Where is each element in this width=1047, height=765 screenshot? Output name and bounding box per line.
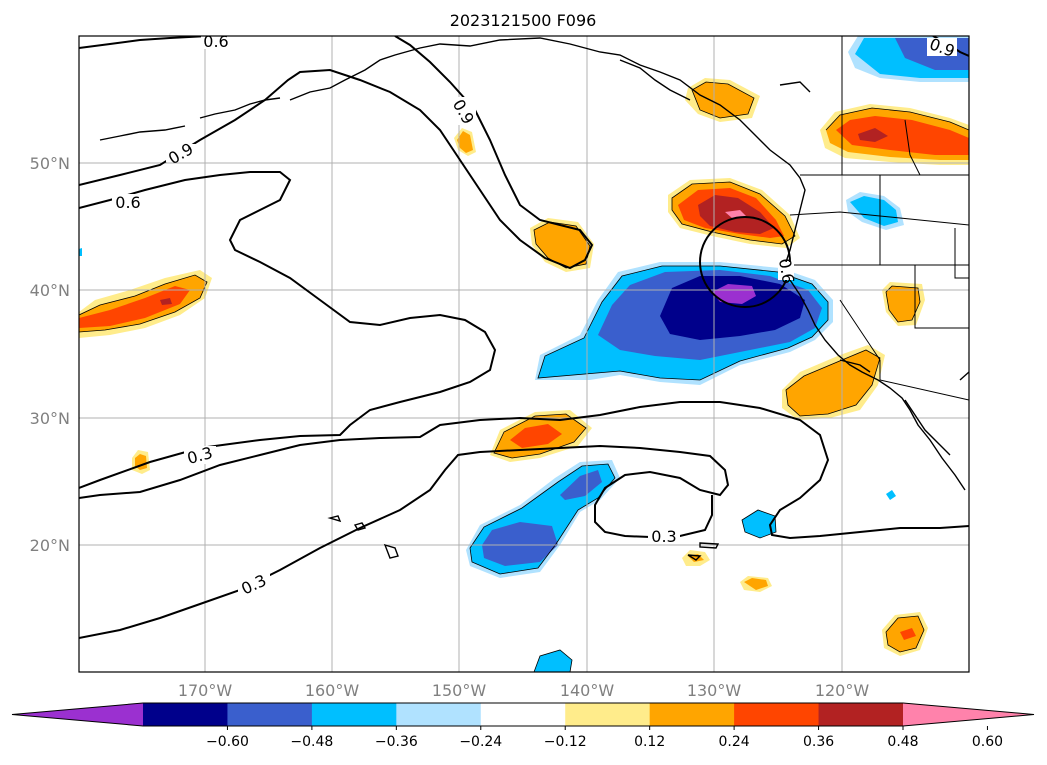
colorbar-tick-label: −0.24	[459, 734, 502, 750]
contour-labels: 0.6 0.9 0.6 0.9 0.9 0.3 0.3 0.3 0.6	[112, 32, 957, 599]
contour-label: 0.3	[651, 527, 676, 546]
political-borders	[789, 36, 969, 401]
colorbar-tick-label: 0.12	[634, 734, 665, 750]
colorbar-extend-high	[903, 703, 1034, 726]
colorbar-tick-label: −0.12	[544, 734, 587, 750]
map-frame	[78, 35, 970, 673]
colorbar-segment	[734, 703, 820, 726]
coastlines	[99, 37, 969, 561]
colorbar-segment	[565, 703, 651, 726]
colorbar-tick-label: 0.60	[972, 734, 1003, 750]
colorbar-tick-label: −0.48	[290, 734, 333, 750]
colorbar-tick-label: −0.60	[206, 734, 249, 750]
contour-label: 0.6	[203, 32, 228, 51]
colorbar-extend-low	[12, 703, 143, 726]
positive-anomaly-shading	[79, 78, 969, 656]
figure-title: 2023121500 F096	[450, 11, 597, 30]
lon-label: 170°W	[178, 681, 233, 700]
colorbar-outline	[11, 702, 1035, 727]
lon-label: 160°W	[305, 681, 360, 700]
colorbar-segment	[311, 703, 397, 726]
contour-label: 0.6	[115, 193, 140, 212]
lat-label: 30°N	[30, 409, 70, 428]
lon-label: 140°W	[560, 681, 615, 700]
lat-label: 20°N	[30, 536, 70, 555]
colorbar-tick-label: −0.36	[375, 734, 418, 750]
contour-label: 0.6	[775, 257, 798, 285]
map-gridlines	[79, 36, 969, 672]
lon-label: 120°W	[815, 681, 870, 700]
map-area: 0.6 0.9 0.6 0.9 0.9 0.3 0.3 0.3 0.6	[79, 32, 969, 672]
lat-label: 40°N	[30, 281, 70, 300]
contour-lines	[79, 36, 969, 639]
colorbar-segment	[143, 703, 228, 726]
negative-anomaly-shading	[79, 36, 969, 672]
colorbar-tick-label: 0.48	[887, 734, 918, 750]
colorbar-tick-label: 0.24	[719, 734, 750, 750]
lon-label: 130°W	[687, 681, 742, 700]
colorbar-segment	[227, 703, 313, 726]
longitude-labels: 170°W 160°W 150°W 140°W 130°W 120°W	[178, 681, 870, 700]
colorbar: −0.60 −0.48 −0.36 −0.24 −0.12 0.12 0.24 0.36 0.4…	[11, 702, 1035, 750]
colorbar-segment	[818, 703, 904, 726]
colorbar-tick-label: 0.36	[803, 734, 834, 750]
shading-outlines	[79, 81, 969, 672]
latitude-labels: 50°N 40°N 30°N 20°N	[30, 154, 70, 555]
lat-label: 50°N	[30, 154, 70, 173]
colorbar-segment	[649, 703, 735, 726]
lon-label: 150°W	[432, 681, 487, 700]
colorbar-segment	[396, 703, 482, 726]
colorbar-segment	[480, 703, 566, 726]
